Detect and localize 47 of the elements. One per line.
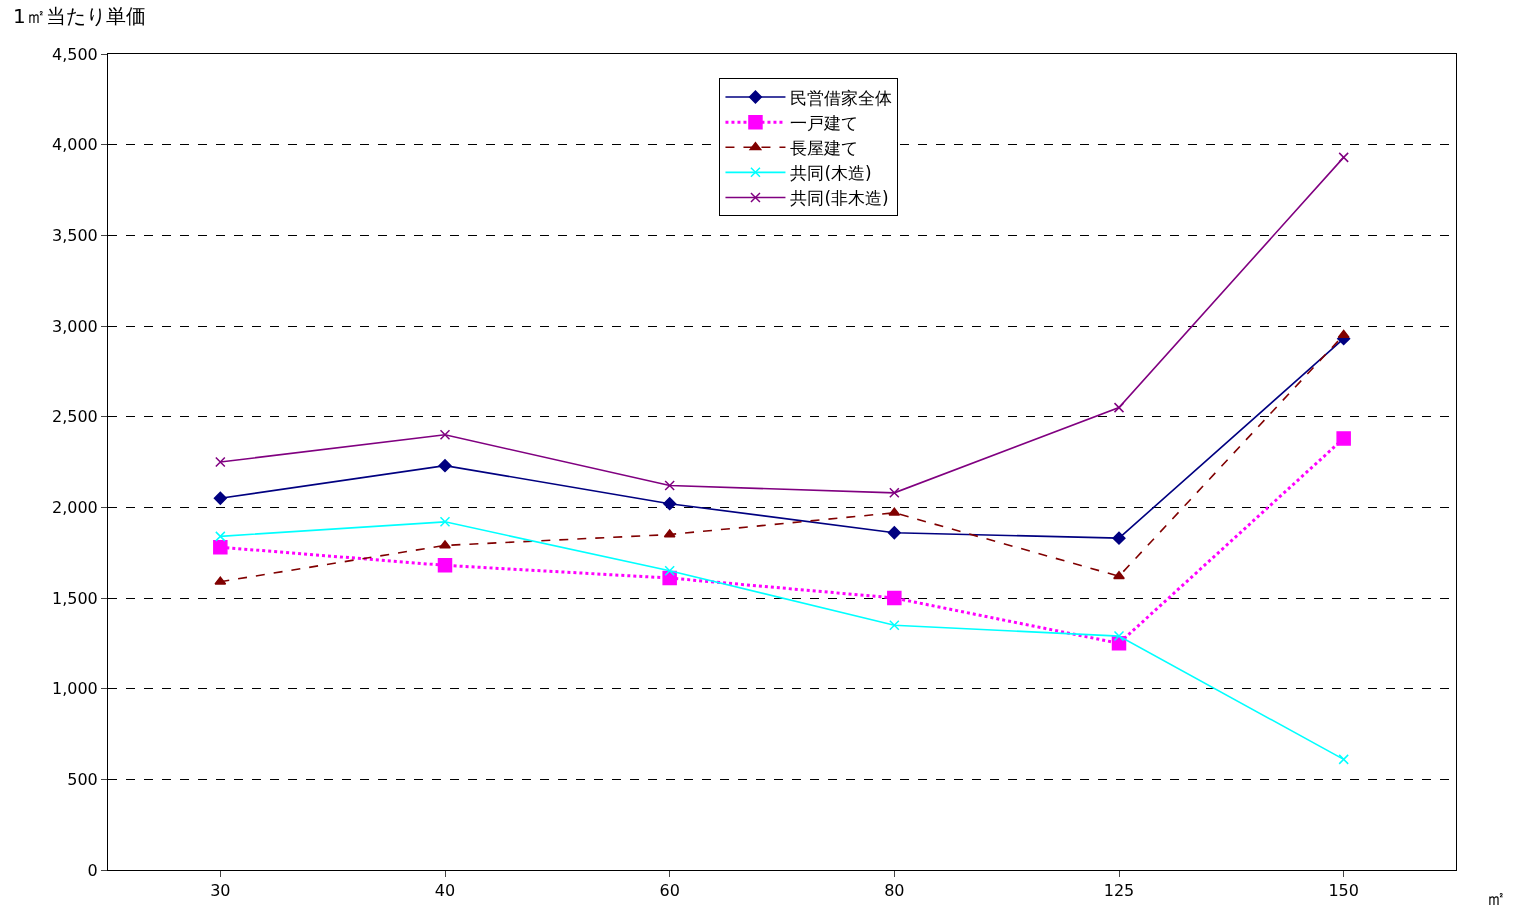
point xyxy=(1338,754,1349,765)
point xyxy=(439,429,451,441)
point xyxy=(1337,329,1350,339)
point xyxy=(1338,152,1349,163)
point xyxy=(439,540,451,549)
point xyxy=(1112,531,1126,545)
point xyxy=(889,487,900,499)
point xyxy=(1113,630,1125,642)
point xyxy=(1113,402,1125,413)
point xyxy=(439,516,451,528)
point xyxy=(1113,570,1125,580)
point xyxy=(889,619,900,631)
point xyxy=(887,590,902,606)
y-tick-label: 1,000 xyxy=(51,679,98,699)
legend-label: 一戸建て xyxy=(790,112,859,133)
x-tick-label: 40 xyxy=(434,881,456,901)
x-tick-label: 125 xyxy=(1103,881,1135,901)
y-tick-label: 500 xyxy=(67,769,98,789)
legend-label: 長屋建て xyxy=(790,137,859,158)
y-tick-label: 2,000 xyxy=(51,497,98,517)
x-tick-label: 30 xyxy=(210,881,231,901)
y-tick-label: 4,500 xyxy=(51,44,98,64)
point xyxy=(437,558,453,573)
point xyxy=(213,491,227,505)
y-tick-label: 3,500 xyxy=(51,225,98,245)
y-tick-label: 0 xyxy=(87,860,98,880)
point xyxy=(213,539,228,555)
legend-label: 共同(非木造) xyxy=(790,188,889,209)
legend-label: 民営借家全体 xyxy=(790,87,893,108)
point xyxy=(438,459,452,473)
legend-label: 共同(木造) xyxy=(790,162,872,183)
point xyxy=(215,456,226,468)
x-tick-label: 60 xyxy=(659,881,680,901)
x-tick-label: 80 xyxy=(884,881,905,901)
point xyxy=(887,526,901,540)
point xyxy=(215,531,226,542)
point xyxy=(1336,431,1351,446)
y-axis-title: 1㎡当たり単価 xyxy=(13,4,146,28)
point xyxy=(664,480,675,491)
y-tick-label: 1,500 xyxy=(51,588,98,608)
point xyxy=(664,565,675,577)
x-axis-title: ㎡ xyxy=(1486,886,1506,910)
x-tick-label: 150 xyxy=(1328,881,1359,901)
y-tick-label: 3,000 xyxy=(51,316,98,336)
point xyxy=(663,497,677,511)
y-tick-label: 2,500 xyxy=(51,407,98,427)
y-tick-label: 4,000 xyxy=(51,135,98,155)
